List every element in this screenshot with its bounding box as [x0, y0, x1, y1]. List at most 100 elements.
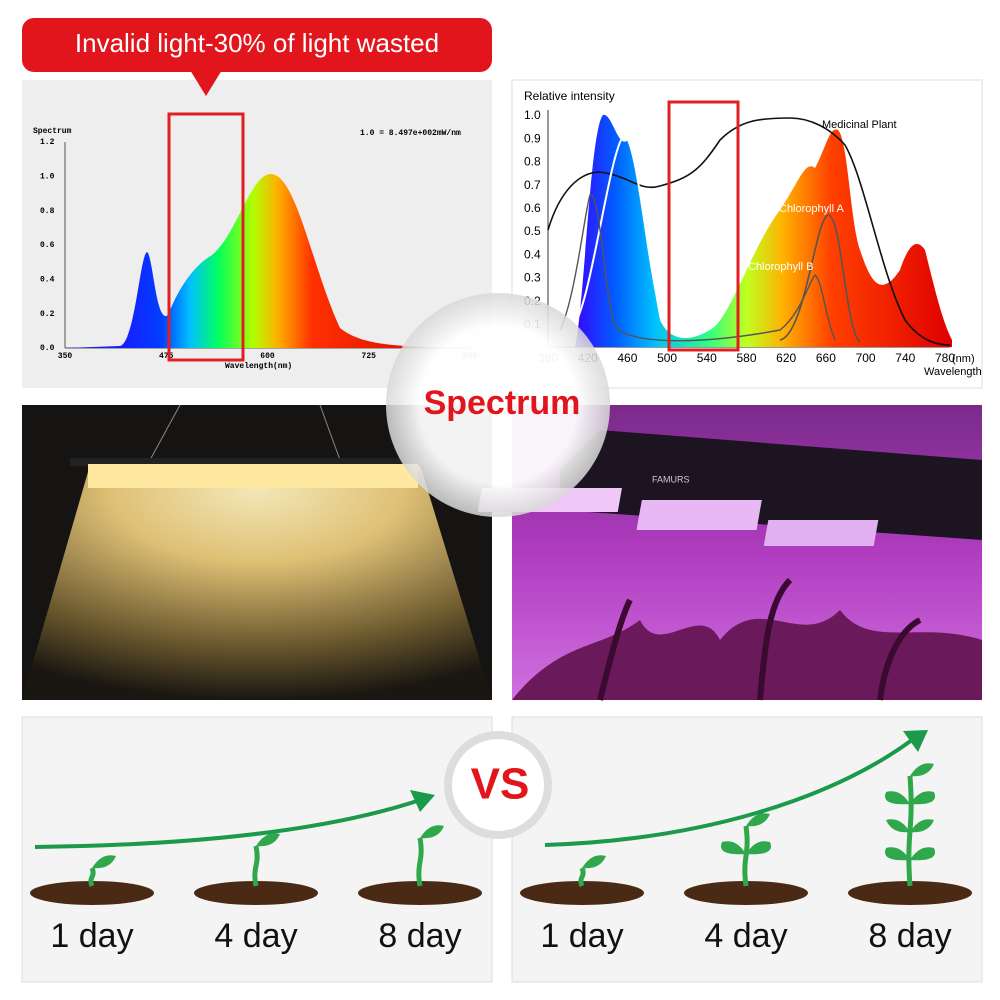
leaf: [92, 855, 116, 869]
y-tick-label: 0.8: [524, 155, 541, 169]
left-chart-xlabel: Wavelength(nm): [225, 362, 292, 371]
growth-arrow: [544, 738, 914, 847]
day-label: 1 day: [50, 917, 133, 955]
y-tick-label: 0.9: [524, 131, 541, 145]
vs-badge: [444, 731, 552, 839]
arrow-head: [903, 730, 928, 752]
y-tick-label: 0.8: [40, 207, 55, 216]
leaf: [721, 841, 746, 855]
stem: [88, 866, 96, 888]
left-chart-title: Spectrum: [33, 127, 72, 136]
x-tick-label: 620: [776, 351, 796, 365]
banner: [22, 18, 492, 72]
x-tick-label: 700: [856, 351, 876, 365]
stem: [578, 866, 586, 888]
y-tick-label: 1.2: [40, 138, 55, 147]
right-chart-ylabel: Relative intensity: [524, 89, 615, 103]
leaf: [910, 791, 935, 805]
cable: [319, 404, 341, 461]
leaf: [885, 791, 910, 805]
x-tick-label: 500: [657, 351, 677, 365]
led-panel: [763, 520, 879, 546]
plants: [512, 610, 982, 700]
soil: [520, 881, 644, 905]
x-tick-label: 540: [697, 351, 717, 365]
x-tick-label: 350: [58, 352, 73, 361]
invalid-box: [167, 112, 245, 362]
chlorophyll-b-curve: [559, 194, 836, 342]
soil: [684, 881, 808, 905]
leaf: [886, 819, 910, 833]
spectrum-label: Spectrum: [424, 384, 581, 422]
led-board: [88, 464, 418, 488]
plant-stems: [597, 577, 922, 701]
x-tick-label: 600: [260, 352, 275, 361]
leaf: [256, 833, 280, 847]
growth-arrow: [34, 798, 421, 849]
right-chart-xunit: (nm): [952, 353, 975, 365]
y-tick-label: 1.0: [524, 108, 541, 122]
x-tick-label: 475: [159, 352, 174, 361]
spectrum-fill: [65, 173, 470, 348]
curve-label: Medicinal Plant: [822, 119, 897, 131]
curve-label: Chlorophyll A: [779, 203, 844, 215]
invalid-box: [667, 100, 740, 352]
x-tick-label: 580: [736, 351, 756, 365]
brand: FAMURS: [652, 474, 690, 484]
curve-label: Chlorophyll B: [748, 261, 813, 273]
y-tick-label: 1.0: [40, 172, 55, 181]
leaf: [746, 841, 771, 855]
day-label: 8 day: [868, 917, 951, 955]
day-label: 4 day: [214, 917, 297, 955]
right-chart-xlabel: Wavelength: [924, 366, 982, 378]
leaf: [582, 855, 606, 869]
soil: [358, 881, 482, 905]
y-tick-label: 0.5: [524, 224, 541, 238]
stem: [416, 837, 424, 887]
y-tick-label: 0.4: [524, 247, 541, 261]
leaf: [885, 847, 910, 861]
spectrum-fill: [575, 114, 952, 348]
y-tick-label: 0.0: [40, 344, 55, 353]
x-tick-label: 660: [816, 351, 836, 365]
led-panel: [636, 500, 762, 530]
leaf: [746, 813, 770, 827]
spectrum-badge: [386, 293, 610, 517]
soil: [30, 881, 154, 905]
leaf: [910, 763, 934, 777]
x-tick-label: 740: [895, 351, 915, 365]
x-tick-label: 460: [617, 351, 637, 365]
x-tick-label: 780: [935, 351, 955, 365]
y-tick-label: 0.7: [524, 178, 541, 192]
vs-label: VS: [471, 760, 530, 809]
fixture: [70, 458, 430, 466]
stem: [252, 845, 260, 887]
y-tick-label: 0.3: [524, 271, 541, 285]
leaf: [420, 825, 444, 839]
arrow-head: [410, 790, 435, 812]
leaf: [910, 819, 934, 833]
chlorophyll-a-curve: [779, 214, 861, 343]
banner-pointer: [190, 70, 222, 96]
y-tick-label: 0.2: [40, 310, 55, 319]
leaf: [910, 847, 935, 861]
stem: [906, 775, 914, 887]
y-tick-label: 0.6: [40, 241, 55, 250]
warm-light-beam: [22, 465, 492, 700]
soil: [194, 881, 318, 905]
medicinal-plant-curve: [547, 117, 951, 346]
day-label: 8 day: [378, 917, 461, 955]
left-chart-note: 1.0 = 8.497e+002mW/nm: [360, 129, 461, 138]
y-tick-label: 0.6: [524, 201, 541, 215]
soil: [848, 881, 972, 905]
chlorophyll-b-white: [569, 133, 666, 331]
day-label: 4 day: [704, 917, 787, 955]
day-label: 1 day: [540, 917, 623, 955]
cable: [149, 404, 181, 461]
stem: [742, 825, 750, 887]
banner-text: Invalid light-30% of light wasted: [75, 28, 439, 58]
y-tick-label: 0.4: [40, 275, 55, 284]
x-tick-label: 725: [362, 352, 377, 361]
